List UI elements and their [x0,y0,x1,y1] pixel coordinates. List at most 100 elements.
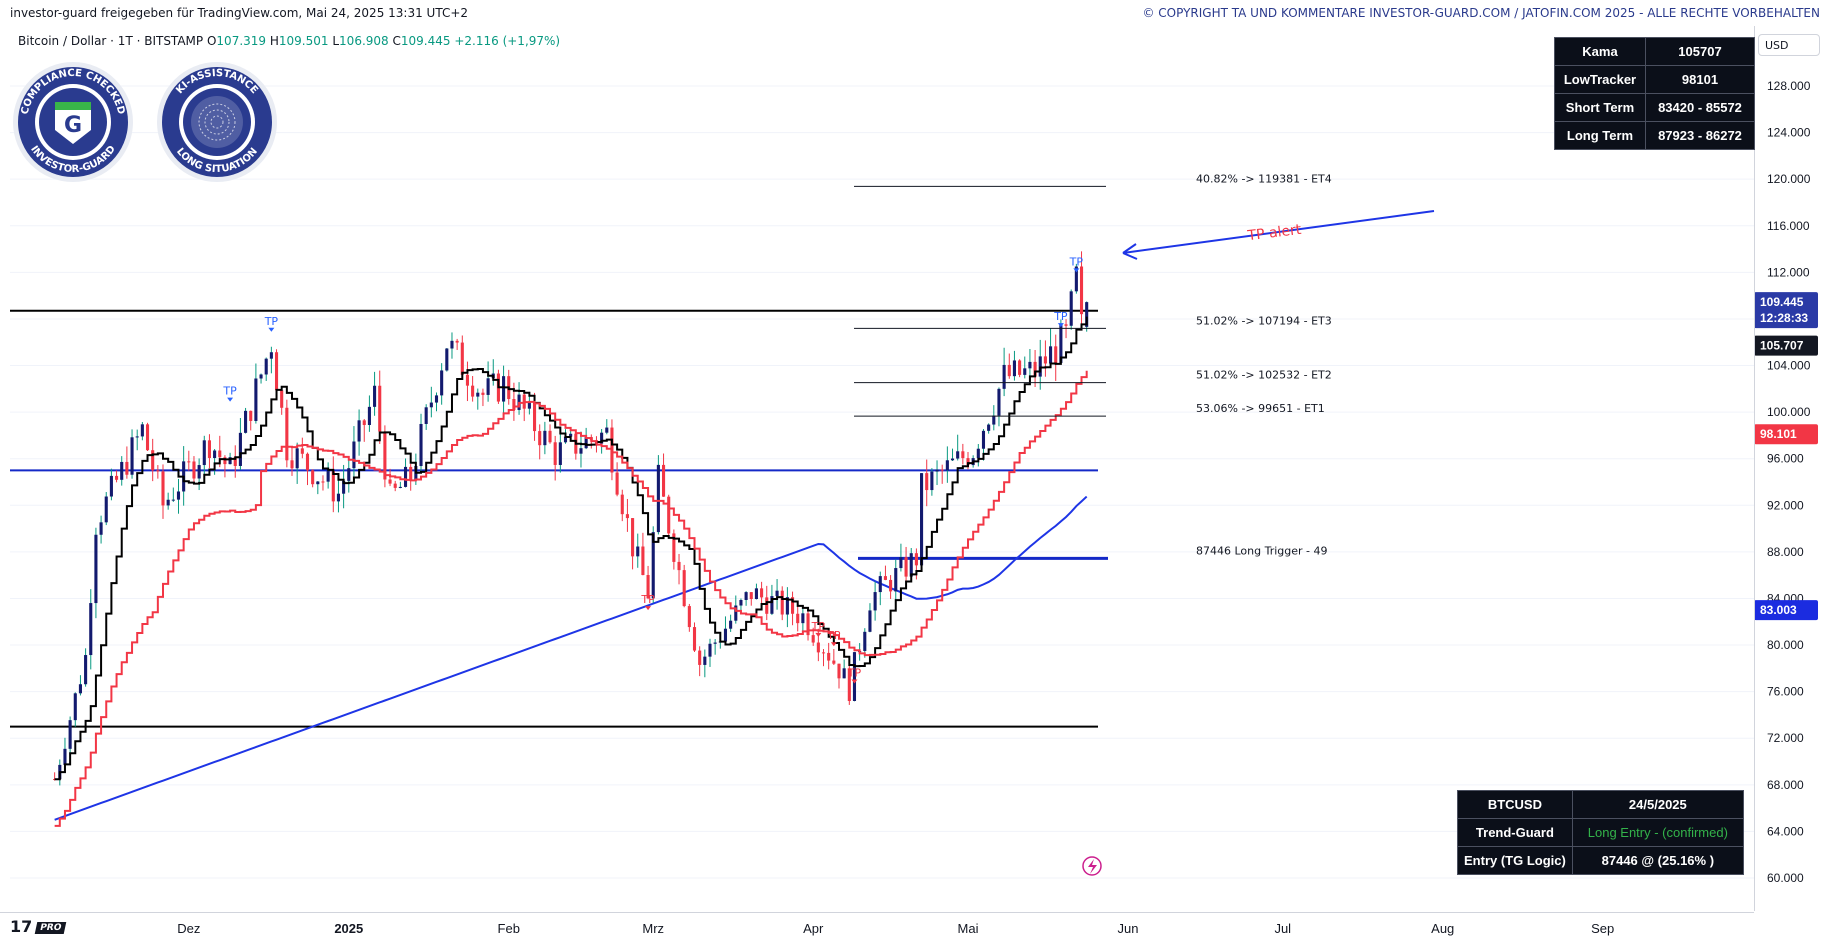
candle [135,429,139,451]
candle-body [357,420,361,442]
candle-body [352,441,356,469]
y-tick-label: 96.000 [1767,452,1804,466]
candle [744,591,748,606]
candle-body [883,576,887,580]
candle-body [904,557,908,577]
candle-body [176,491,181,500]
time-scale[interactable] [0,912,1754,938]
candle [336,478,341,513]
candle [997,387,1001,427]
candle [940,464,944,484]
candle-body [109,475,113,497]
candle-body [780,590,784,615]
candle-body [238,432,242,466]
shield-icon [55,102,91,144]
currency-button[interactable]: USD [1758,34,1820,56]
candle-body [785,597,789,615]
candle-body [816,642,820,653]
target-label: 51.02% -> 107194 - ET3 [1196,314,1332,327]
candle-body [440,370,444,396]
high-label: H [269,34,279,48]
candle [104,491,108,526]
candle [677,553,681,585]
y-tick-label: 88.000 [1767,545,1804,559]
candle-body [548,430,552,443]
candle [837,663,841,689]
candle-body [125,461,129,475]
close-label: C [392,34,401,48]
candle [491,359,495,386]
candle-body [713,642,717,644]
candle-body [1074,266,1078,292]
price-scale[interactable] [1754,26,1828,911]
candle [285,399,289,468]
candle-body [213,450,217,459]
tp-arrow [815,632,822,637]
candle [620,489,624,522]
candle [574,432,578,460]
tp-arrow [645,606,652,611]
symbol-label[interactable]: Bitcoin / Dollar · 1T · BITSTAMP [18,34,204,48]
tp-text: TP [222,385,237,398]
y-tick-label: 128.000 [1767,79,1811,93]
candle [682,564,686,608]
target-label: 40.82% -> 119381 - ET4 [1196,172,1332,185]
copyright-text: © COPYRIGHT TA UND KOMMENTARE INVESTOR-G… [1142,6,1820,20]
candle-body [393,483,397,488]
brain-icon [191,96,243,148]
annotation-arrow-line [1122,210,1435,254]
candle-body [1049,346,1053,364]
candle-body [543,430,547,446]
open-label: O [206,34,217,48]
candle-body [326,471,330,482]
grid-lines [10,85,1754,879]
tradingview-logo[interactable]: 17 PRO [10,917,67,936]
candle-body [677,561,681,571]
candle-body [1059,324,1063,363]
candle-body [99,522,103,535]
candle-body [878,576,882,593]
candle [373,371,377,416]
badges: COMPLIANCE CHECKEDINVESTOR-GUARDGKI-ASSI… [13,62,277,182]
candle [295,442,299,484]
candle [213,448,217,475]
pro-badge: PRO [34,921,67,934]
tp-text: TP [264,315,279,328]
shield-top-band [55,102,91,110]
candle-body [373,385,377,407]
x-tick-label: Apr [803,921,824,936]
candle-body [641,546,645,576]
candle [78,675,82,696]
candle [775,579,779,610]
candle [352,426,356,478]
candle [987,423,991,434]
candle [455,338,459,350]
indicator-cell: 87923 - 86272 [1645,121,1755,150]
candle-body [909,553,913,577]
candle-body [445,348,449,371]
candle-body [966,458,970,466]
candle [424,404,428,430]
candle [367,395,371,432]
y-tick-label: 100.000 [1767,405,1811,419]
candle-body [646,575,650,599]
trend-guard-cell: BTCUSD [1457,790,1573,819]
candle-body [687,606,691,628]
candle [842,659,846,679]
candle-body [274,352,279,391]
candle [1079,251,1084,330]
candle [889,575,893,599]
low-label: L [332,34,340,48]
trend-guard-cell: Trend-Guard [1457,818,1573,847]
candle [1002,347,1006,397]
candle-body [388,479,392,484]
candle-body [1012,360,1016,377]
candle-body [1054,346,1058,363]
candle [961,443,965,465]
candle-body [89,603,93,656]
x-axis: Dez 2025 Feb Mrz Apr Mai Jun Jul Aug Sep [177,921,1614,936]
candle [625,498,629,532]
candle-body [682,570,686,607]
